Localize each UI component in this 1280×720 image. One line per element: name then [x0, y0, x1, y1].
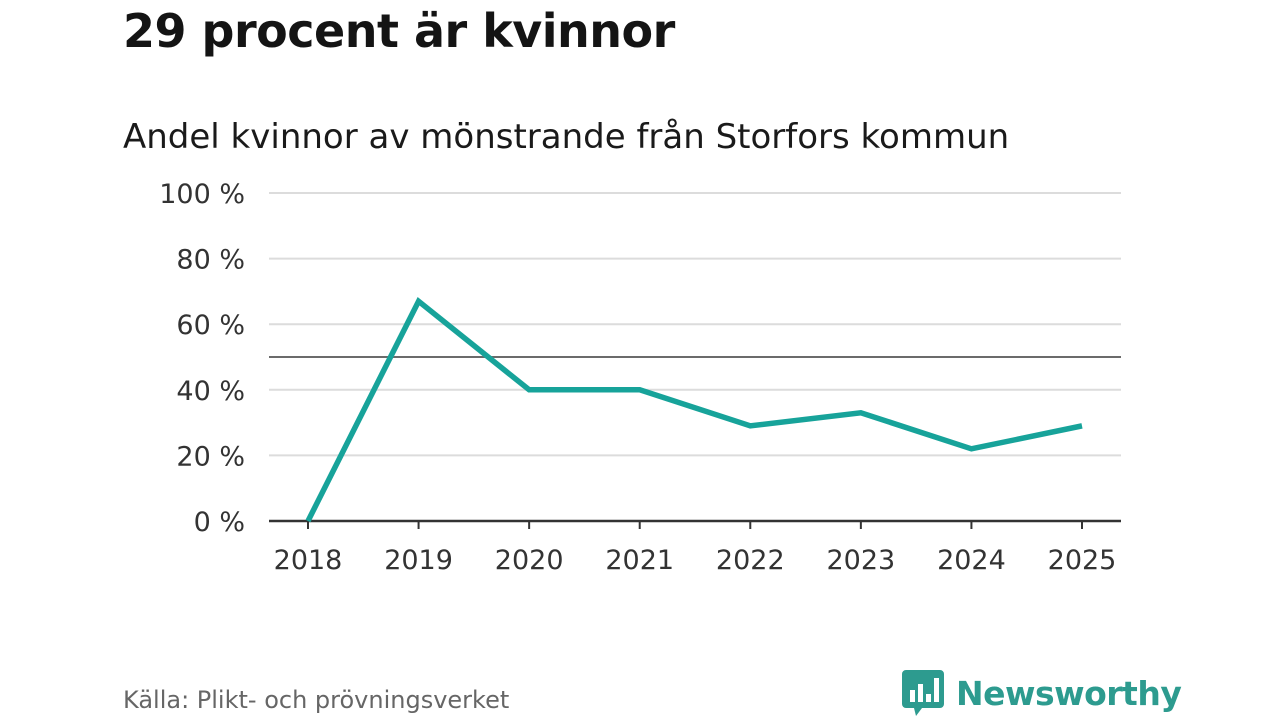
y-tick-label: 60 % [176, 310, 245, 341]
x-tick-label: 2018 [274, 545, 343, 576]
y-tick-label: 40 % [176, 376, 245, 407]
gridlines [269, 192, 1121, 457]
x-axis-ticks [307, 521, 1083, 529]
source-note: Källa: Plikt- och prövningsverket [123, 686, 510, 714]
x-tick-label: 2025 [1048, 545, 1117, 576]
headline: 29 procent är kvinnor [123, 4, 675, 58]
x-tick-label: 2021 [605, 545, 674, 576]
newsworthy-logo-icon [902, 670, 944, 716]
x-tick-label: 2023 [826, 545, 895, 576]
series-line [305, 296, 1083, 523]
brand-name: Newsworthy [956, 673, 1182, 713]
brand: Newsworthy [902, 670, 1182, 716]
y-tick-label: 100 % [159, 179, 245, 210]
x-tick-label: 2024 [937, 545, 1006, 576]
x-tick-label: 2020 [495, 545, 564, 576]
y-tick-label: 20 % [176, 441, 245, 472]
y-tick-label: 80 % [176, 245, 245, 276]
y-tick-label: 0 % [194, 507, 245, 538]
y-axis-labels: 0 % 20 % 40 % 60 % 80 % 100 % [159, 179, 245, 538]
x-tick-label: 2019 [384, 545, 453, 576]
x-tick-label: 2022 [716, 545, 785, 576]
chart-title: Andel kvinnor av mönstrande från Storfor… [123, 117, 1010, 157]
x-axis-labels: 2018 2019 2020 2021 2022 2023 2024 2025 [274, 545, 1117, 576]
